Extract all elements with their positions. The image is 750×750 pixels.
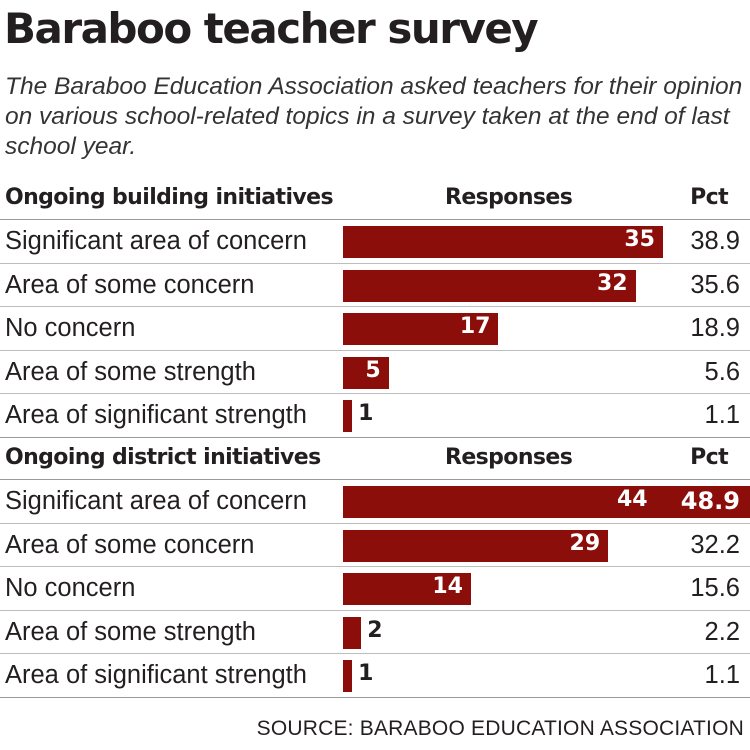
response-bar xyxy=(343,616,362,649)
row-label: Area of some strength xyxy=(5,617,256,646)
response-value: 29 xyxy=(569,530,601,556)
section-building-initiatives: Ongoing building initiatives Responses P… xyxy=(0,181,750,438)
responses-column-header: Responses xyxy=(445,445,573,470)
row-label: Significant area of concern xyxy=(5,487,307,515)
pct-value: 1.1 xyxy=(704,401,740,429)
section-header: Ongoing building initiatives Responses P… xyxy=(0,181,750,220)
rows: Significant area of concern 35 38.9 Area of… xyxy=(0,220,750,438)
response-bar xyxy=(343,573,471,605)
response-value: 44 xyxy=(617,487,648,512)
row-label: Area of some strength xyxy=(5,357,256,386)
response-value: 32 xyxy=(596,270,628,296)
response-value: 2 xyxy=(367,617,383,643)
response-bar xyxy=(343,400,353,432)
pct-value: 5.6 xyxy=(704,357,740,386)
pct-value: 38.9 xyxy=(690,227,740,255)
table-row: Area of some strength 2 2.2 xyxy=(0,611,750,654)
source-credit: SOURCE: BARABOO EDUCATION ASSOCIATION xyxy=(256,717,744,740)
pct-value: 2.2 xyxy=(704,617,740,646)
chart-subtitle: The Baraboo Education Association asked … xyxy=(5,73,743,160)
table-row: No concern 14 15.6 xyxy=(0,567,750,611)
pct-value: 18.9 xyxy=(690,314,740,342)
response-bar xyxy=(343,529,609,562)
row-label: No concern xyxy=(5,574,136,602)
row-label: No concern xyxy=(5,314,136,342)
response-bar xyxy=(343,226,663,258)
row-label: Area of some concern xyxy=(5,270,255,299)
row-label: Area of significant strength xyxy=(5,401,307,429)
response-value: 17 xyxy=(459,314,491,339)
pct-value: 1.1 xyxy=(704,661,740,689)
table-row: Significant area of concern 44 48.9 xyxy=(0,480,750,524)
table-row: Area of significant strength 1 1.1 xyxy=(0,654,750,698)
row-label: Area of significant strength xyxy=(5,661,307,689)
table-row: Area of some concern 29 32.2 xyxy=(0,524,750,567)
response-bar xyxy=(343,313,499,345)
responses-column-header: Responses xyxy=(445,185,573,210)
response-value: 5 xyxy=(365,357,381,383)
pct-column-header: Pct xyxy=(690,185,728,210)
chart-title: Baraboo teacher survey xyxy=(4,4,539,53)
section-title: Ongoing building initiatives xyxy=(5,185,334,210)
rows: Significant area of concern 44 48.9 Area of… xyxy=(0,480,750,698)
response-value: 1 xyxy=(358,401,374,426)
row-label: Area of some concern xyxy=(5,530,255,559)
table-row: Significant area of concern 35 38.9 xyxy=(0,220,750,264)
section-header: Ongoing district initiatives Responses P… xyxy=(0,441,750,480)
table-row: Area of significant strength 1 1.1 xyxy=(0,394,750,438)
pct-value: 15.6 xyxy=(690,574,740,602)
row-label: Significant area of concern xyxy=(5,227,307,255)
pct-column-header: Pct xyxy=(690,445,728,470)
table-row: Area of some strength 5 5.6 xyxy=(0,351,750,394)
response-bar xyxy=(343,356,389,389)
response-value: 14 xyxy=(432,574,463,599)
table-row: Area of some concern 32 35.6 xyxy=(0,264,750,307)
section-district-initiatives: Ongoing district initiatives Responses P… xyxy=(0,441,750,698)
response-value: 35 xyxy=(624,227,655,252)
response-bar xyxy=(343,486,750,518)
section-title: Ongoing district initiatives xyxy=(5,445,321,470)
table-row: No concern 17 18.9 xyxy=(0,307,750,351)
response-bar xyxy=(343,269,636,302)
response-bar xyxy=(343,660,353,692)
pct-value: 35.6 xyxy=(690,270,740,299)
pct-value: 48.9 xyxy=(680,487,740,515)
response-value: 1 xyxy=(358,661,374,686)
pct-value: 32.2 xyxy=(690,530,740,559)
